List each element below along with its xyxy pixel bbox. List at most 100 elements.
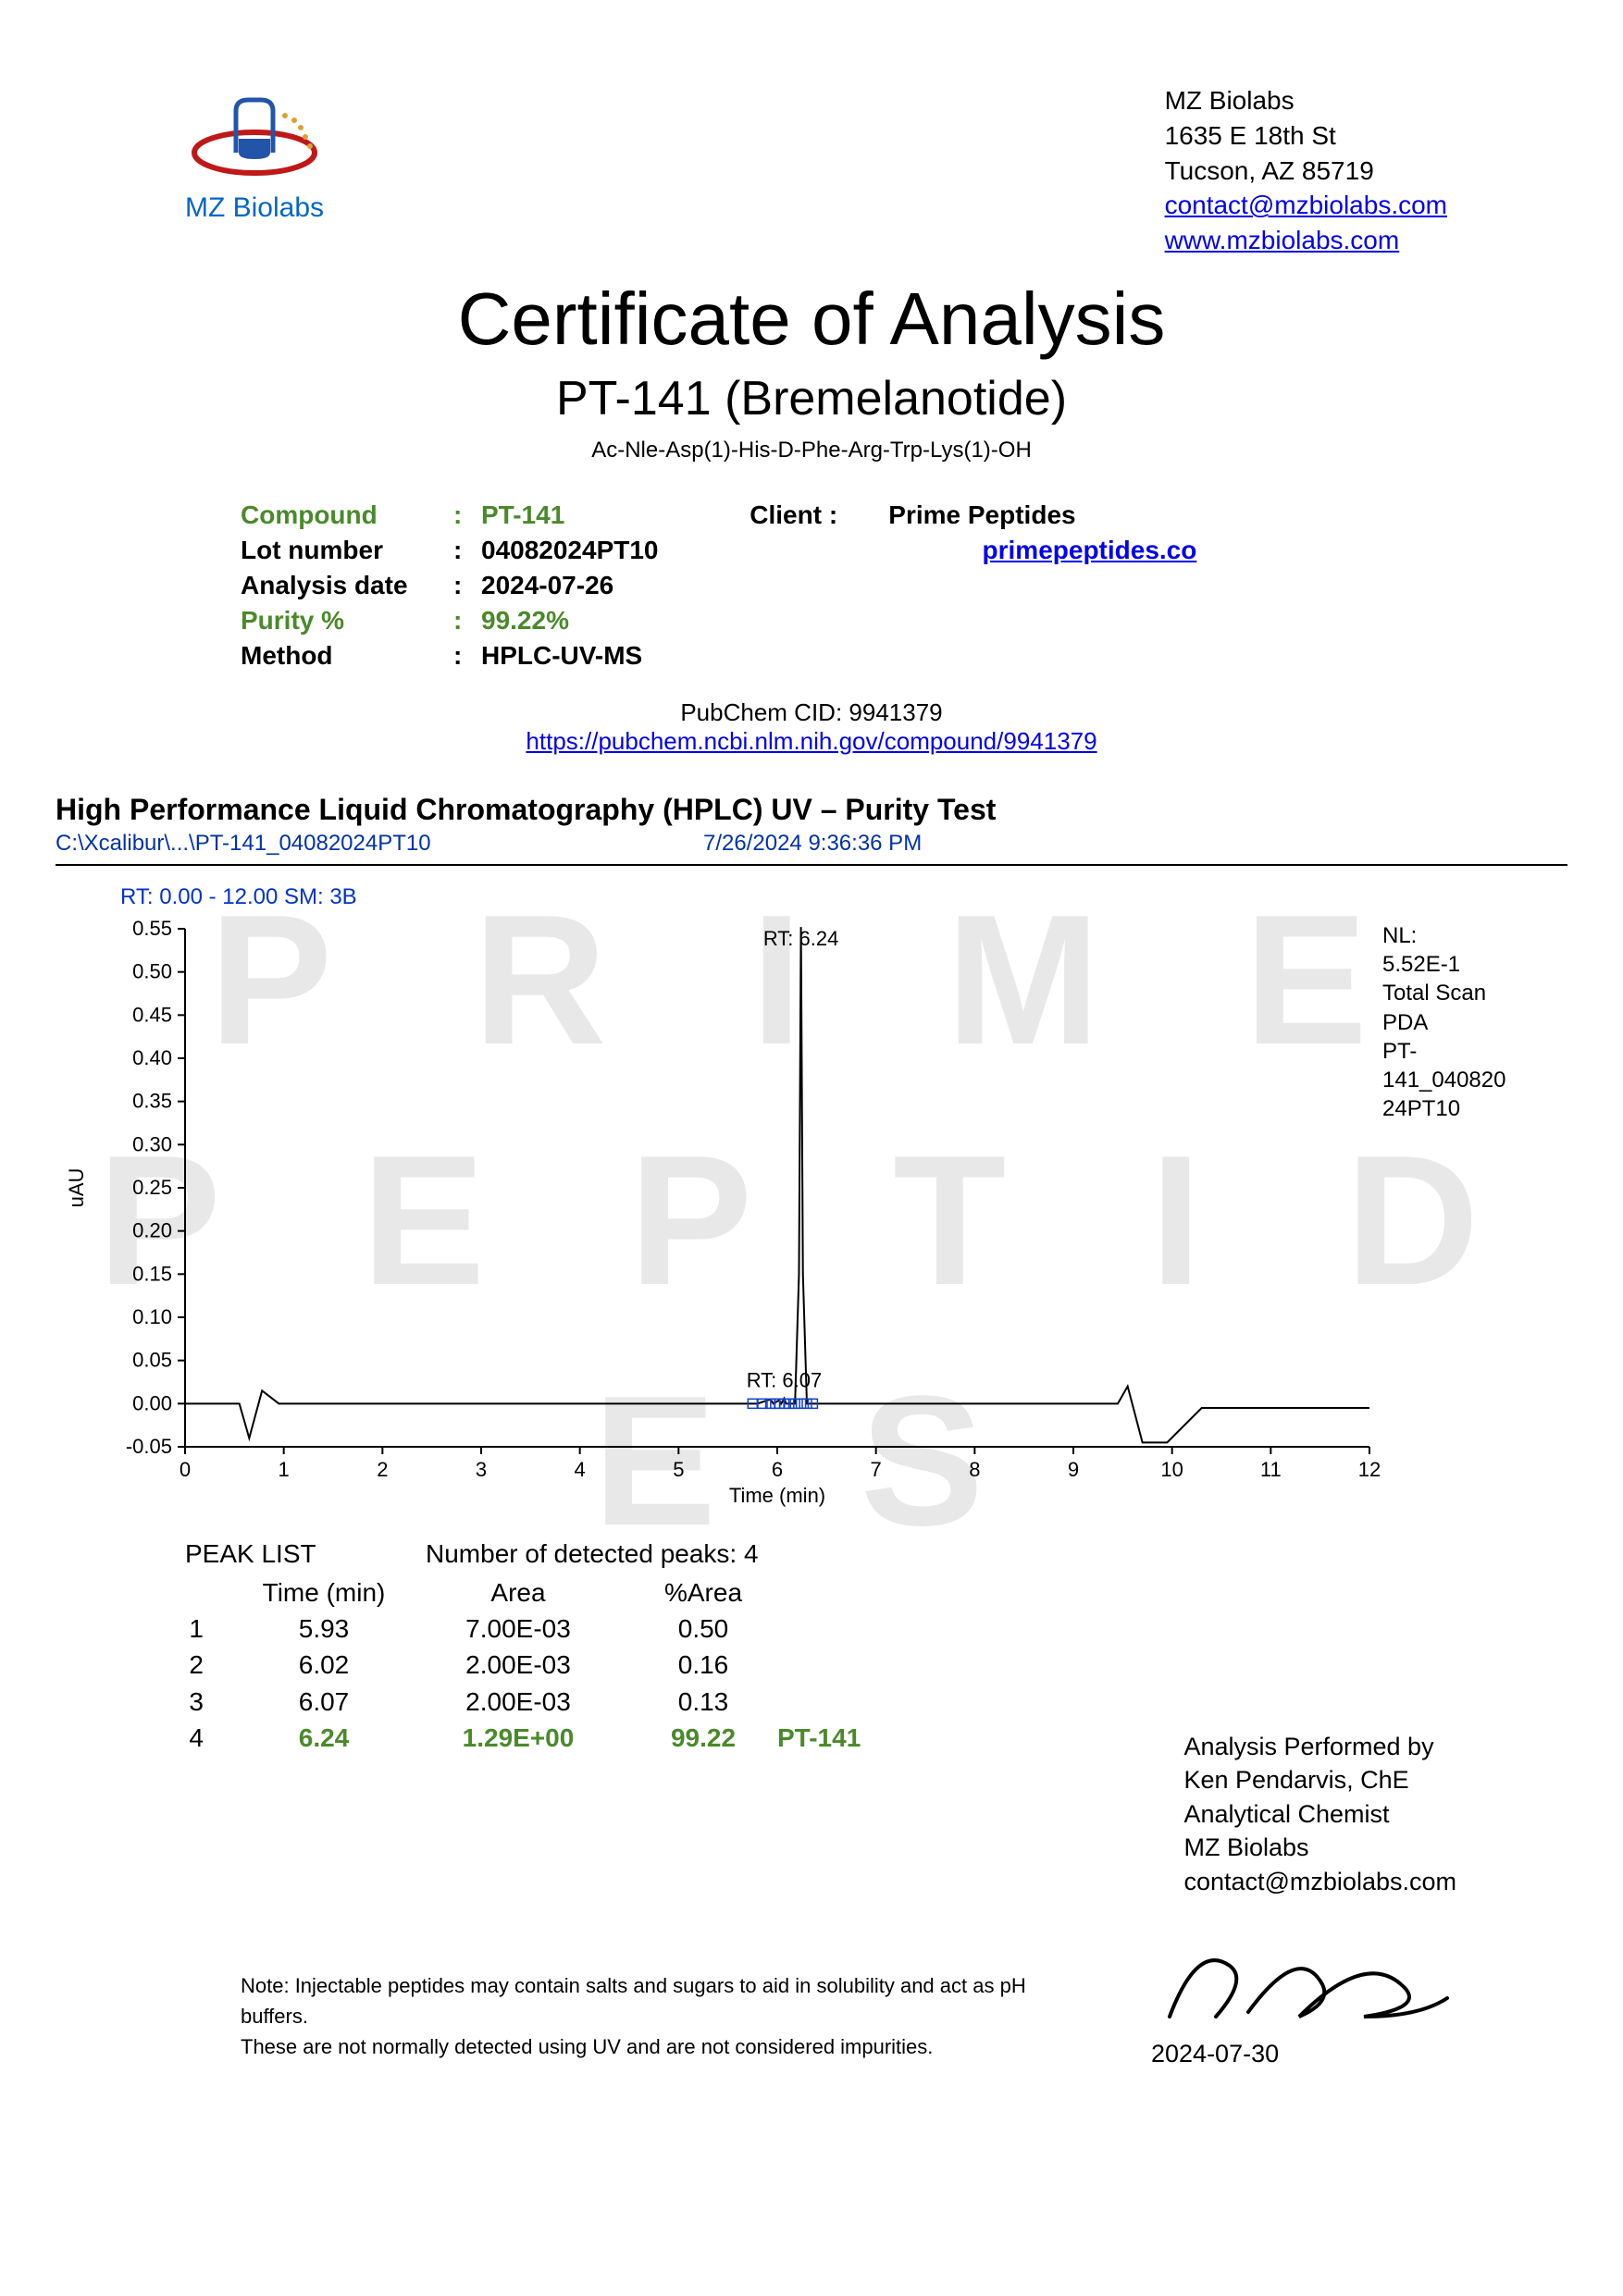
peak-time: 6.02 xyxy=(241,1647,407,1683)
peak-area: 2.00E-03 xyxy=(407,1684,629,1720)
svg-text:0.45: 0.45 xyxy=(132,1003,172,1026)
logo-block: MZ Biolabs xyxy=(176,83,333,258)
svg-text:12: 12 xyxy=(1358,1458,1381,1481)
client-link[interactable]: primepeptides.co xyxy=(983,536,1197,565)
rt-range-label: RT: 0.00 - 12.00 SM: 3B xyxy=(120,884,1567,910)
client-label: Client : xyxy=(750,500,888,530)
company-addr2: Tucson, AZ 85719 xyxy=(1165,154,1447,189)
peak-table: Time (min) Area %Area 15.937.00E-030.502… xyxy=(185,1574,1567,1756)
svg-text:RT: 6.07: RT: 6.07 xyxy=(747,1368,823,1391)
compound-value: PT-141 xyxy=(481,500,564,530)
side-l1: NL: xyxy=(1382,921,1540,950)
peak-time: 6.07 xyxy=(241,1684,407,1720)
pubchem-cid: PubChem CID: 9941379 xyxy=(0,698,1623,727)
svg-text:-0.05: -0.05 xyxy=(126,1435,172,1458)
lot-label: Lot number xyxy=(241,536,453,565)
svg-text:9: 9 xyxy=(1068,1458,1079,1481)
peak-section: PEAK LIST Number of detected peaks: 4 Ti… xyxy=(0,1512,1623,1756)
peak-num: 1 xyxy=(185,1611,241,1647)
peak-compound xyxy=(777,1611,925,1647)
purity-value: 99.22% xyxy=(481,606,569,636)
main-title: Certificate of Analysis xyxy=(0,277,1623,362)
peak-compound xyxy=(777,1647,925,1683)
svg-text:5: 5 xyxy=(673,1458,684,1481)
analyst-l5: contact@mzbiolabs.com xyxy=(1183,1865,1456,1898)
signature-icon xyxy=(1151,1933,1456,2035)
svg-text:6: 6 xyxy=(772,1458,783,1481)
date-label: Analysis date xyxy=(241,571,453,600)
peak-area: 1.29E+00 xyxy=(407,1720,629,1756)
note-l2: These are not normally detected using UV… xyxy=(241,2031,1073,2062)
side-l3: Total Scan xyxy=(1382,979,1540,1007)
svg-text:11: 11 xyxy=(1260,1458,1282,1481)
peak-pct: 0.13 xyxy=(629,1684,777,1720)
peak-pct: 0.50 xyxy=(629,1611,777,1647)
peak-detected: Number of detected peaks: 4 xyxy=(426,1539,759,1569)
company-info: MZ Biolabs 1635 E 18th St Tucson, AZ 857… xyxy=(1165,83,1447,258)
analyst-l2: Ken Pendarvis, ChE xyxy=(1183,1763,1456,1796)
method-label: Method xyxy=(241,641,453,671)
note-l1: Note: Injectable peptides may contain sa… xyxy=(241,1970,1073,2031)
svg-text:3: 3 xyxy=(476,1458,487,1481)
header: MZ Biolabs MZ Biolabs 1635 E 18th St Tuc… xyxy=(0,0,1623,258)
method-value: HPLC-UV-MS xyxy=(481,641,642,671)
hplc-chart: -0.050.000.050.100.150.200.250.300.350.4… xyxy=(56,920,1555,1512)
peak-list-heading: PEAK LIST xyxy=(185,1539,426,1569)
logo-icon xyxy=(176,83,333,185)
hplc-timestamp: 7/26/2024 9:36:36 PM xyxy=(703,831,922,857)
chart-side-info: NL: 5.52E-1 Total Scan PDA PT- 141_04082… xyxy=(1382,921,1540,1123)
svg-text:1: 1 xyxy=(279,1458,290,1481)
peak-time: 5.93 xyxy=(241,1611,407,1647)
company-email-link[interactable]: contact@mzbiolabs.com xyxy=(1165,191,1447,219)
compound-label: Compound xyxy=(241,500,453,530)
peak-area: 7.00E-03 xyxy=(407,1611,629,1647)
peak-area: 2.00E-03 xyxy=(407,1647,629,1683)
company-website-link[interactable]: www.mzbiolabs.com xyxy=(1165,226,1400,254)
peak-pct: 0.16 xyxy=(629,1647,777,1683)
svg-text:10: 10 xyxy=(1160,1458,1183,1481)
title-block: Certificate of Analysis PT-141 (Bremelan… xyxy=(0,277,1623,463)
pubchem-link[interactable]: https://pubchem.ncbi.nlm.nih.gov/compoun… xyxy=(526,727,1096,755)
pubchem-block: PubChem CID: 9941379 https://pubchem.ncb… xyxy=(0,698,1623,756)
table-row: 15.937.00E-030.50 xyxy=(185,1611,1567,1647)
side-l6: 141_040820 xyxy=(1382,1066,1540,1094)
col-area: Area xyxy=(407,1574,629,1611)
table-row: 26.022.00E-030.16 xyxy=(185,1647,1567,1683)
hplc-title: High Performance Liquid Chromatography (… xyxy=(56,793,1567,827)
peak-num: 4 xyxy=(185,1720,241,1756)
company-addr1: 1635 E 18th St xyxy=(1165,118,1447,154)
peak-time: 6.24 xyxy=(241,1720,407,1756)
side-l5: PT- xyxy=(1382,1037,1540,1066)
side-l2: 5.52E-1 xyxy=(1382,950,1540,979)
chart-container: RT: 0.00 - 12.00 SM: 3B -0.050.000.050.1… xyxy=(56,884,1567,1512)
date-value: 2024-07-26 xyxy=(481,571,613,600)
svg-text:Time (min): Time (min) xyxy=(729,1484,825,1507)
svg-text:0.30: 0.30 xyxy=(132,1132,172,1155)
table-row: 36.072.00E-030.13 xyxy=(185,1684,1567,1720)
company-name: MZ Biolabs xyxy=(1165,83,1447,118)
side-l7: 24PT10 xyxy=(1382,1094,1540,1123)
meta-block: Compound : PT-141 Client : Prime Peptide… xyxy=(0,463,1623,671)
hplc-path: C:\Xcalibur\...\PT-141_04082024PT10 xyxy=(56,831,703,857)
svg-text:0.00: 0.00 xyxy=(132,1391,172,1414)
hplc-divider xyxy=(56,864,1567,866)
svg-text:7: 7 xyxy=(871,1458,882,1481)
client-value: Prime Peptides xyxy=(888,500,1075,530)
hplc-section: High Performance Liquid Chromatography (… xyxy=(0,756,1623,1512)
signature-date: 2024-07-30 xyxy=(1151,2040,1456,2068)
svg-text:0.40: 0.40 xyxy=(132,1046,172,1069)
peak-compound xyxy=(777,1684,925,1720)
svg-text:4: 4 xyxy=(575,1458,586,1481)
svg-text:RT: 6.24: RT: 6.24 xyxy=(763,927,839,950)
peak-pct: 99.22 xyxy=(629,1720,777,1756)
peak-num: 3 xyxy=(185,1684,241,1720)
svg-text:0: 0 xyxy=(180,1458,191,1481)
svg-text:0.35: 0.35 xyxy=(132,1090,172,1113)
note-block: Note: Injectable peptides may contain sa… xyxy=(241,1970,1073,2062)
svg-text:uAU: uAU xyxy=(65,1168,88,1208)
purity-label: Purity % xyxy=(241,606,453,636)
svg-text:8: 8 xyxy=(969,1458,980,1481)
sequence: Ac-Nle-Asp(1)-His-D-Phe-Arg-Trp-Lys(1)-O… xyxy=(0,438,1623,463)
col-time: Time (min) xyxy=(241,1574,407,1611)
svg-text:0.15: 0.15 xyxy=(132,1262,172,1285)
